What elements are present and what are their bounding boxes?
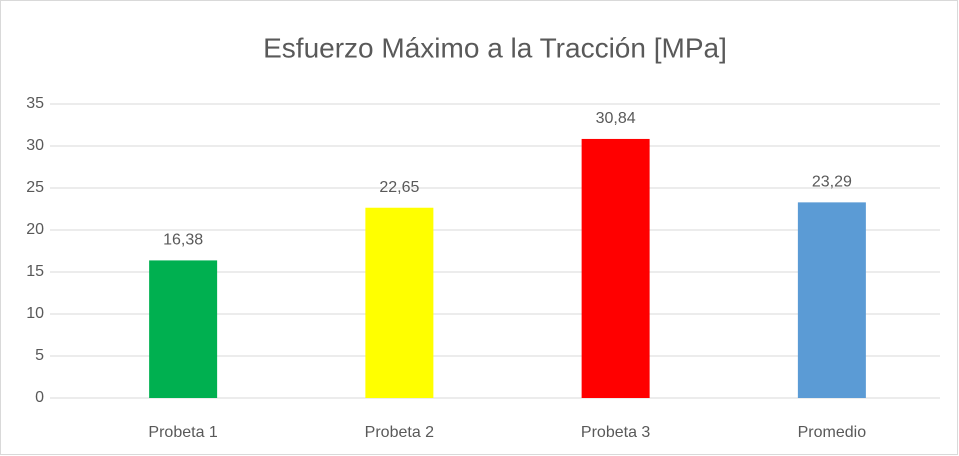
y-tick-label: 30 — [26, 137, 44, 154]
y-tick-label: 20 — [26, 221, 44, 238]
data-label: 30,84 — [596, 110, 636, 127]
y-tick-label: 0 — [35, 389, 44, 406]
data-label: 22,65 — [379, 179, 419, 196]
x-tick-label: Probeta 3 — [581, 424, 650, 441]
bar — [149, 260, 218, 398]
x-tick-label: Promedio — [798, 424, 867, 441]
data-label: 16,38 — [163, 232, 203, 249]
x-tick-label: Probeta 2 — [365, 424, 434, 441]
y-tick-label: 5 — [35, 347, 44, 364]
chart-title: Esfuerzo Máximo a la Tracción [MPa] — [263, 32, 727, 63]
y-tick-label: 15 — [26, 263, 44, 280]
x-tick-label: Probeta 1 — [148, 424, 217, 441]
data-label: 23,29 — [812, 174, 852, 191]
bar — [797, 202, 866, 398]
bar — [365, 207, 434, 398]
y-tick-label: 35 — [26, 95, 44, 112]
y-tick-label: 25 — [26, 179, 44, 196]
bar — [581, 138, 650, 398]
y-tick-label: 10 — [26, 305, 44, 322]
